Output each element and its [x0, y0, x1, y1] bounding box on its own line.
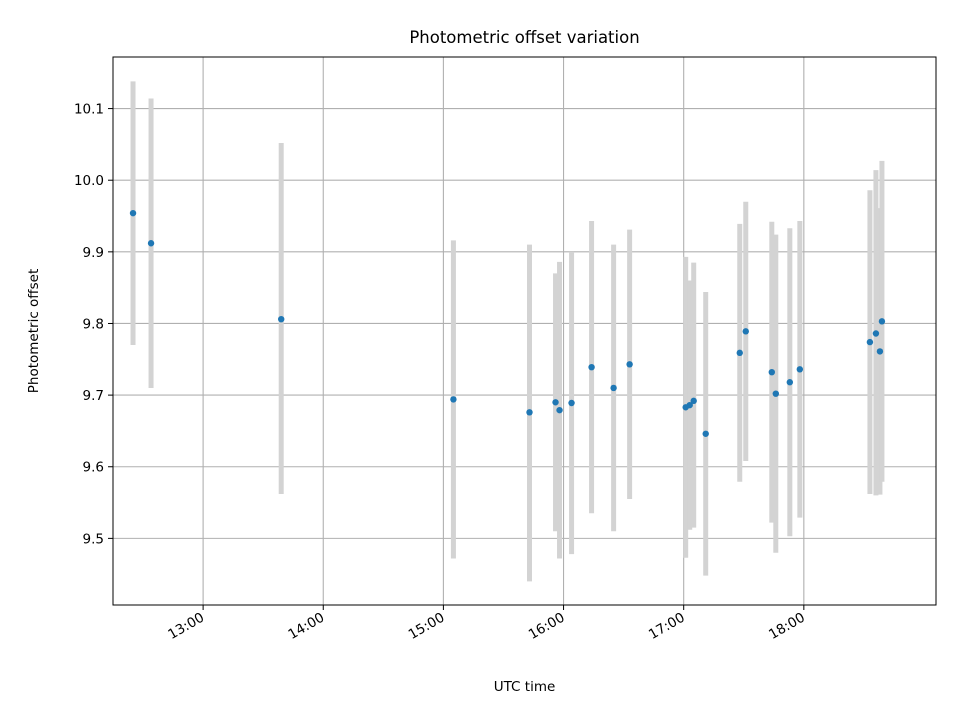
point-layer	[129, 209, 886, 437]
data-point	[878, 318, 886, 325]
grid-layer	[113, 57, 936, 605]
data-point	[702, 430, 709, 437]
data-point	[450, 396, 457, 403]
y-tick-label: 9.8	[83, 316, 104, 332]
data-point	[772, 390, 780, 397]
data-point	[526, 409, 533, 416]
data-point	[742, 328, 749, 335]
data-point	[768, 368, 776, 376]
data-point	[626, 361, 633, 368]
y-axis-label: Photometric offset	[26, 269, 42, 393]
x-axis-label: UTC time	[494, 679, 556, 695]
y-tick-label: 9.9	[83, 245, 104, 261]
data-point	[278, 315, 285, 323]
data-point	[866, 338, 874, 346]
data-point	[568, 399, 575, 407]
data-point	[796, 366, 804, 373]
y-tick-label: 10.1	[74, 102, 104, 118]
data-point	[556, 406, 563, 414]
y-tick-label: 10.0	[74, 173, 104, 189]
data-point	[686, 401, 693, 409]
data-point	[736, 349, 743, 357]
data-point	[147, 240, 155, 247]
data-point	[872, 330, 880, 337]
y-tick-label: 9.6	[83, 460, 104, 476]
data-point	[786, 379, 794, 386]
plot-frame	[112, 56, 937, 606]
chart-title: Photometric offset variation	[409, 28, 639, 47]
y-tick-label: 9.5	[83, 531, 104, 547]
y-tick-label: 9.7	[83, 388, 104, 404]
data-point	[876, 348, 884, 355]
data-point	[610, 384, 617, 392]
data-point	[129, 209, 137, 217]
data-point	[690, 397, 697, 405]
data-point	[552, 399, 559, 406]
data-point	[588, 363, 595, 371]
